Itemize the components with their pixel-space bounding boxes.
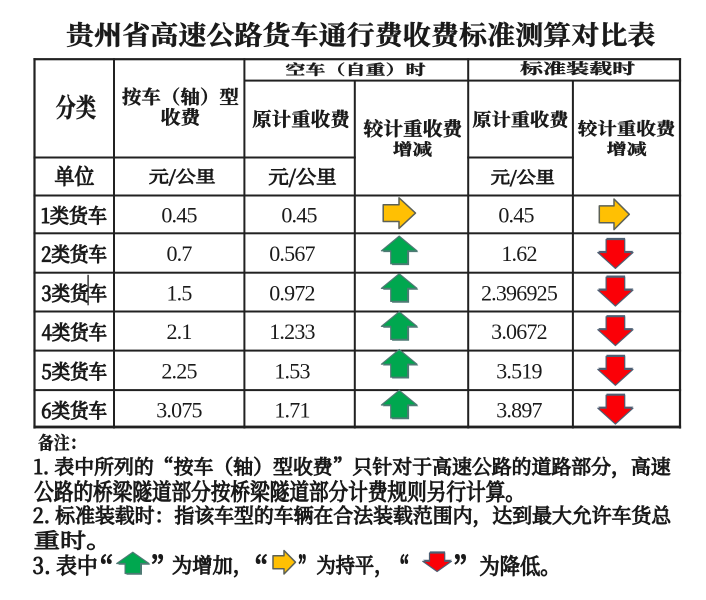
svg-text:2.1: 2.1 xyxy=(166,319,191,344)
svg-text:0.45: 0.45 xyxy=(498,203,534,228)
svg-text:1.5: 1.5 xyxy=(166,280,192,305)
svg-text:3.897: 3.897 xyxy=(496,398,542,423)
svg-text:3.075: 3.075 xyxy=(156,398,202,423)
svg-text:0.45: 0.45 xyxy=(161,203,197,228)
svg-text:2.25: 2.25 xyxy=(161,359,197,384)
svg-text:1.53: 1.53 xyxy=(274,359,310,384)
svg-text:0.7: 0.7 xyxy=(166,241,192,266)
svg-text:0.567: 0.567 xyxy=(269,241,315,266)
svg-text:0.972: 0.972 xyxy=(269,280,315,305)
svg-text:1.71: 1.71 xyxy=(274,398,309,423)
svg-text:3.0672: 3.0672 xyxy=(491,319,547,344)
svg-text:2.396925: 2.396925 xyxy=(481,280,558,305)
svg-text:0.45: 0.45 xyxy=(281,203,317,228)
svg-text:1.62: 1.62 xyxy=(501,241,536,266)
svg-text:3.519: 3.519 xyxy=(496,359,542,384)
svg-text:1.233: 1.233 xyxy=(269,319,315,344)
